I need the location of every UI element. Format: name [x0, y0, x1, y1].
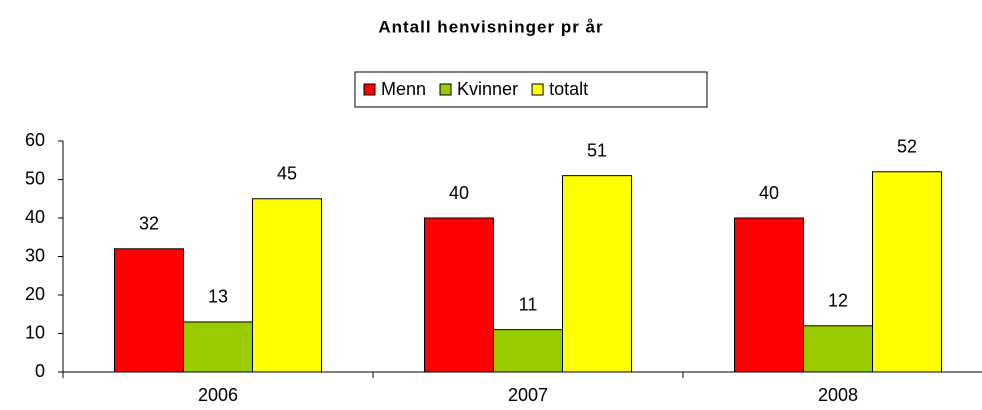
y-tick-label: 20	[25, 284, 45, 304]
y-tick-label: 30	[25, 245, 45, 265]
y-tick-label: 40	[25, 207, 45, 227]
bar	[183, 321, 253, 373]
value-label: 12	[828, 291, 848, 311]
bar	[734, 217, 804, 373]
bar	[424, 217, 494, 373]
value-label: 40	[759, 183, 779, 203]
value-label: 45	[277, 164, 297, 184]
legend-swatch	[439, 83, 452, 96]
y-tick-label: 50	[25, 168, 45, 188]
bar	[114, 248, 184, 373]
y-tick-label: 10	[25, 322, 45, 342]
chart-title: Antall henvisninger pr år	[378, 17, 603, 36]
legend-label: Menn	[381, 79, 426, 99]
legend-swatch	[531, 83, 544, 96]
x-tick-label: 2006	[198, 385, 238, 405]
bar	[803, 325, 873, 373]
x-tick-label: 2008	[818, 385, 858, 405]
bar	[493, 329, 563, 373]
legend-label: Kvinner	[457, 79, 518, 99]
x-tick-label: 2007	[508, 385, 548, 405]
value-label: 40	[449, 183, 469, 203]
legend-label: totalt	[549, 79, 588, 99]
legend-swatch	[363, 83, 376, 96]
value-label: 11	[519, 294, 538, 314]
bar	[562, 175, 632, 373]
value-label: 32	[139, 214, 159, 234]
bar	[252, 198, 322, 373]
value-label: 51	[587, 140, 607, 160]
y-tick-label: 0	[35, 361, 45, 381]
value-label: 13	[208, 287, 228, 307]
value-label: 52	[897, 137, 917, 157]
y-tick-label: 60	[25, 130, 45, 150]
legend-box	[354, 71, 708, 108]
bar	[872, 171, 942, 373]
